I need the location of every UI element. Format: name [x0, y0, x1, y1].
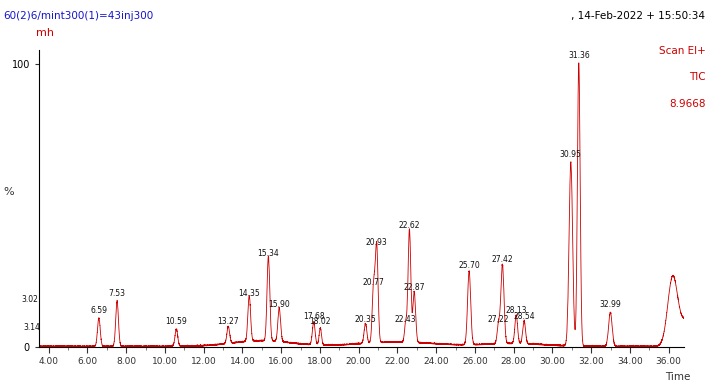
Text: 8.9668: 8.9668 — [669, 99, 705, 109]
Text: 32.99: 32.99 — [600, 300, 621, 309]
Text: 6.59: 6.59 — [90, 306, 107, 315]
Text: 15.90: 15.90 — [269, 300, 290, 309]
Text: 60(2)6/mint300(1)=43inj300: 60(2)6/mint300(1)=43inj300 — [4, 11, 154, 21]
Text: TIC: TIC — [689, 72, 705, 82]
Text: 27.22: 27.22 — [488, 314, 509, 323]
Text: 7.53: 7.53 — [108, 289, 125, 298]
Text: 20.77: 20.77 — [363, 278, 384, 287]
Text: 20.93: 20.93 — [366, 238, 388, 247]
Text: %: % — [4, 187, 14, 197]
Text: 15.34: 15.34 — [257, 250, 279, 258]
Text: 3.14: 3.14 — [23, 323, 40, 332]
Text: 14.35: 14.35 — [238, 289, 260, 298]
Text: 28.54: 28.54 — [513, 312, 535, 321]
Text: Time: Time — [665, 372, 691, 381]
Text: , 14-Feb-2022 + 15:50:34: , 14-Feb-2022 + 15:50:34 — [571, 11, 705, 21]
Text: 20.35: 20.35 — [354, 314, 376, 323]
Text: 22.87: 22.87 — [403, 283, 425, 292]
Text: 27.42: 27.42 — [491, 255, 513, 264]
Text: 18.02: 18.02 — [310, 317, 331, 327]
Text: 10.59: 10.59 — [165, 317, 187, 327]
Text: 30.95: 30.95 — [560, 150, 582, 159]
Text: 22.43: 22.43 — [395, 314, 417, 323]
Text: 25.70: 25.70 — [458, 261, 480, 270]
Text: 22.62: 22.62 — [398, 221, 420, 230]
Text: 17.68: 17.68 — [303, 312, 325, 321]
Text: 13.27: 13.27 — [218, 317, 239, 327]
Text: 3.02: 3.02 — [21, 295, 38, 304]
Text: 31.36: 31.36 — [568, 51, 590, 60]
Text: 28.13: 28.13 — [506, 306, 527, 315]
Text: Scan EI+: Scan EI+ — [659, 46, 705, 56]
Text: mh: mh — [35, 28, 54, 38]
